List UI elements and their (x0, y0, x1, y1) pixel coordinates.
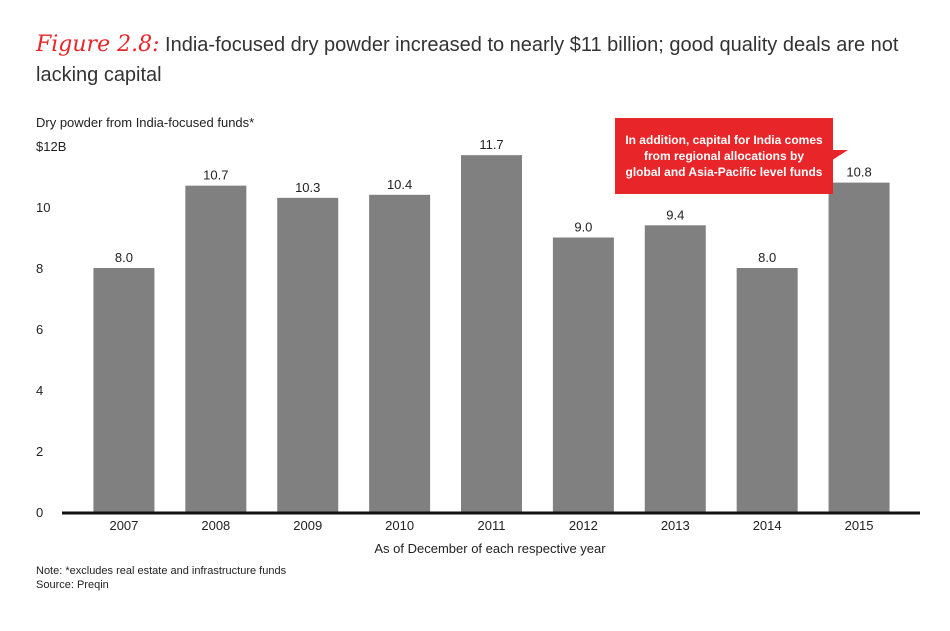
bar-2013 (644, 225, 706, 513)
bar-2009 (277, 197, 339, 512)
value-label: 10.3 (295, 180, 320, 195)
y-tick-label: $12B (36, 139, 66, 154)
x-axis-label: As of December of each respective year (374, 541, 606, 556)
y-tick-label: 4 (36, 383, 43, 398)
value-labels: 8.0 10.7 10.3 10.4 11.7 9.0 9.4 8.0 10.8 (115, 137, 872, 265)
value-label: 9.4 (666, 207, 684, 222)
chart-title: Figure 2.8: India-focused dry powder inc… (36, 30, 936, 90)
footnote: Note: *excludes real estate and infrastr… (36, 564, 286, 592)
x-tick-label: 2012 (569, 518, 598, 533)
x-tick-label: 2011 (478, 518, 506, 533)
x-tick-label: 2008 (201, 518, 230, 533)
y-tick-labels: 0 2 4 6 8 10 $12B (36, 139, 66, 520)
value-label: 11.7 (479, 137, 503, 152)
bar-2011 (461, 155, 522, 512)
title-text: India-focused dry powder increased to ne… (36, 34, 899, 86)
value-label: 10.8 (846, 165, 871, 180)
y-tick-label: 0 (36, 505, 43, 520)
note-text: Note: *excludes real estate and infrastr… (36, 565, 287, 577)
bars (93, 155, 890, 513)
value-label: 8.0 (115, 250, 133, 265)
bar-2010 (369, 194, 431, 513)
source-text: Source: Preqin (36, 579, 109, 591)
value-label: 8.0 (758, 250, 776, 265)
value-label: 10.4 (387, 177, 412, 192)
bar-2015 (828, 182, 890, 512)
figure-label: Figure 2.8: (36, 32, 160, 57)
bar-2007 (93, 268, 155, 512)
value-label: 9.0 (574, 220, 592, 235)
y-tick-label: 2 (36, 444, 43, 459)
y-tick-label: 6 (36, 322, 43, 337)
y-axis-label: Dry powder from India-focused funds* (36, 115, 255, 130)
callout-pointer (826, 150, 848, 164)
bar-2014 (736, 268, 798, 512)
bar-2008 (185, 185, 247, 512)
y-tick-label: 8 (36, 261, 43, 276)
callout-box: In addition, capital for India comes fro… (615, 118, 833, 194)
callout-text: In addition, capital for India comes fro… (625, 133, 823, 179)
x-tick-label: 2007 (109, 518, 138, 533)
value-label: 10.7 (203, 168, 228, 183)
x-tick-label: 2014 (753, 518, 782, 533)
x-tick-labels: 2007 2008 2009 2010 2011 2012 2013 2014 2015 (109, 518, 873, 533)
y-tick-label: 10 (36, 200, 50, 215)
bar-2012 (552, 237, 614, 512)
x-tick-label: 2015 (845, 518, 874, 533)
x-tick-label: 2009 (293, 518, 322, 533)
x-tick-label: 2013 (661, 518, 690, 533)
x-tick-label: 2010 (385, 518, 414, 533)
